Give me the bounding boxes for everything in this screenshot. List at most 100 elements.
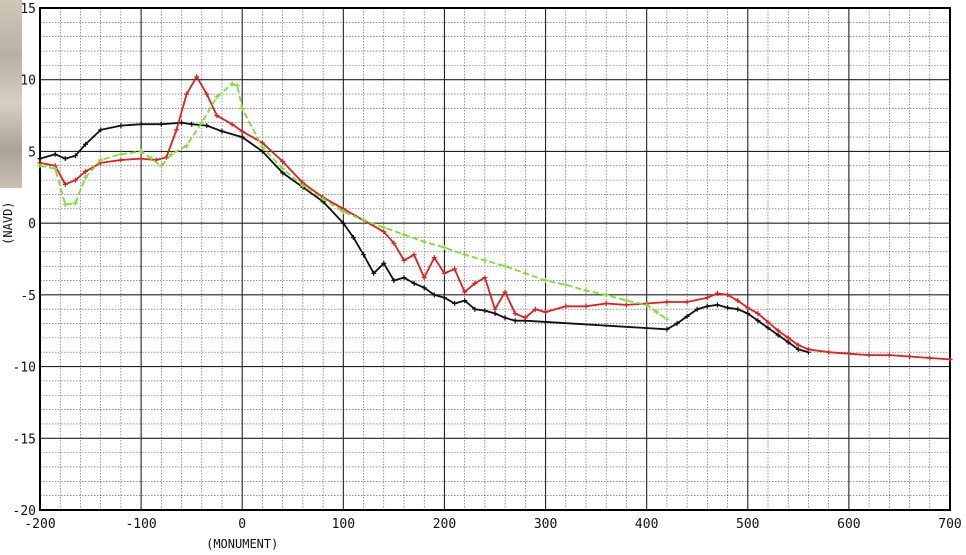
- series-line: [39, 121, 809, 354]
- data-point: [214, 113, 220, 119]
- data-point: [532, 306, 538, 312]
- data-point: [674, 321, 680, 326]
- data-point: [704, 295, 710, 301]
- x-tick-label: 100: [332, 517, 355, 532]
- data-point: [300, 183, 306, 189]
- data-point: [462, 252, 468, 258]
- data-point: [194, 74, 200, 80]
- data-point: [907, 354, 913, 359]
- data-point: [714, 290, 720, 296]
- data-point: [381, 260, 387, 266]
- data-point: [381, 229, 387, 235]
- data-point: [775, 328, 781, 334]
- data-point: [623, 298, 629, 304]
- data-point: [204, 91, 210, 97]
- data-point: [411, 252, 417, 258]
- data-point: [340, 220, 346, 226]
- data-point: [168, 151, 174, 157]
- data-point: [755, 311, 761, 316]
- data-point: [472, 306, 478, 312]
- data-point: [714, 302, 720, 308]
- data-point: [654, 309, 660, 315]
- data-point: [421, 239, 427, 245]
- data-point: [184, 91, 190, 97]
- data-point: [361, 252, 367, 258]
- data-point: [259, 148, 265, 154]
- data-point: [138, 148, 144, 154]
- data-point: [482, 257, 488, 263]
- data-point: [623, 302, 629, 308]
- x-tick-label: 600: [837, 517, 860, 532]
- y-tick-label: -10: [13, 361, 36, 376]
- data-point: [184, 143, 190, 149]
- data-point: [785, 339, 791, 345]
- data-point: [174, 127, 179, 133]
- data-point: [350, 235, 356, 240]
- data-point: [441, 295, 447, 301]
- data-point: [52, 151, 58, 157]
- data-point: [664, 299, 670, 305]
- data-point: [512, 311, 518, 316]
- data-point: [644, 302, 650, 308]
- data-point: [795, 346, 801, 352]
- data-point: [62, 202, 68, 207]
- data-point: [381, 224, 387, 230]
- data-point: [735, 298, 741, 304]
- data-point: [502, 263, 508, 269]
- data-point: [512, 318, 518, 324]
- data-point: [83, 169, 88, 174]
- data-point: [775, 332, 781, 338]
- data-point: [522, 270, 528, 276]
- y-axis-title: (NAVD): [1, 201, 15, 244]
- plot-frame: [39, 7, 951, 511]
- data-point: [37, 163, 43, 169]
- data-point: [543, 278, 549, 283]
- data-point: [52, 166, 58, 172]
- y-tick-labels: -20 -15 -10 -5 0 5 10 15: [13, 2, 36, 519]
- data-point: [684, 299, 690, 305]
- data-point: [280, 170, 286, 176]
- data-point: [158, 163, 164, 169]
- data-point: [846, 351, 852, 357]
- data-point: [522, 315, 528, 321]
- data-point: [72, 200, 78, 206]
- data-point: [239, 105, 245, 111]
- data-point: [239, 134, 245, 140]
- x-tick-label: -100: [125, 517, 156, 532]
- data-point: [927, 355, 933, 361]
- data-point: [148, 156, 154, 162]
- data-point: [340, 209, 346, 215]
- data-point: [239, 128, 245, 134]
- data-point: [886, 352, 892, 358]
- data-point: [72, 177, 78, 183]
- data-point: [62, 156, 68, 162]
- y-tick-label: -5: [20, 289, 36, 304]
- data-point: [391, 240, 397, 246]
- series-layer: [37, 74, 953, 362]
- x-axis-title: (MONUMENT): [206, 537, 278, 551]
- data-point: [138, 156, 144, 162]
- data-point: [421, 275, 427, 281]
- data-point: [664, 316, 670, 322]
- series-2: [37, 74, 953, 362]
- data-point: [563, 282, 569, 288]
- x-tick-label: 700: [938, 517, 961, 532]
- y-tick-label: 0: [28, 217, 36, 232]
- data-point: [229, 121, 235, 127]
- data-point: [259, 144, 265, 150]
- data-point: [482, 275, 488, 281]
- data-point: [441, 245, 447, 250]
- x-tick-label: 400: [635, 517, 658, 532]
- data-point: [452, 301, 458, 306]
- data-point: [785, 335, 791, 341]
- data-point: [431, 292, 437, 298]
- data-point: [219, 128, 225, 134]
- x-tick-label: 300: [534, 517, 557, 532]
- data-point: [371, 270, 377, 276]
- x-tick-label: 0: [238, 517, 246, 532]
- data-point: [694, 306, 700, 312]
- data-point: [735, 306, 741, 312]
- data-point: [189, 121, 195, 127]
- data-point: [725, 292, 731, 298]
- data-point: [72, 153, 78, 159]
